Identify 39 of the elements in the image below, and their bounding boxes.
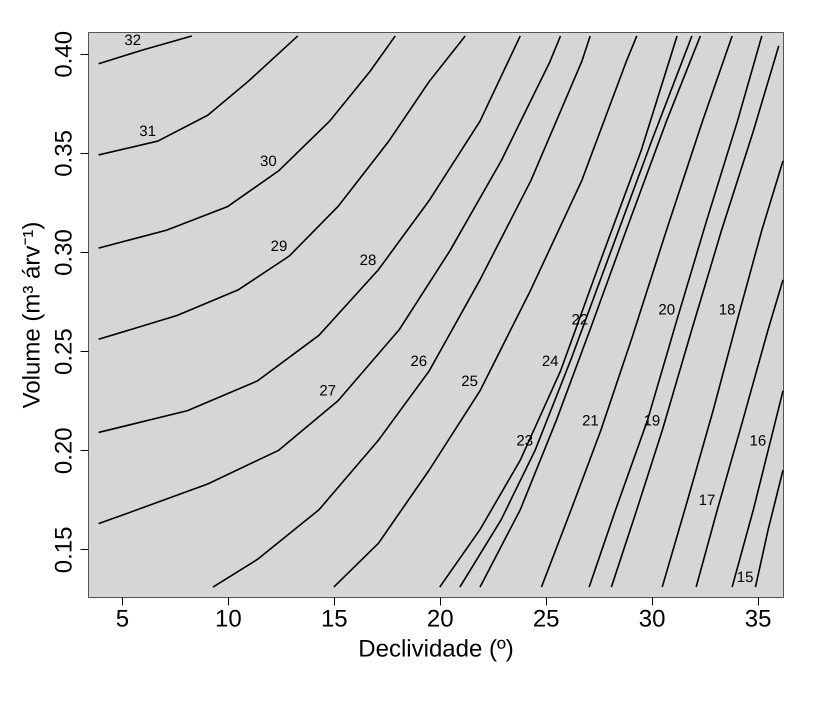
series-label: 32: [124, 32, 142, 49]
y-axis-title: Volume (m³ árv⁻¹): [18, 222, 46, 408]
line-series: [610, 45, 780, 588]
y-tick-label: 0.35: [50, 130, 78, 177]
x-tick-label: 20: [426, 606, 454, 632]
line-series: [731, 390, 784, 588]
series-label: 16: [749, 432, 766, 450]
series-label: 17: [698, 492, 716, 509]
series-label: 15: [736, 569, 754, 586]
x-tick-label: 25: [532, 606, 560, 632]
x-tick-label: 5: [116, 606, 130, 632]
line-series: [98, 35, 522, 434]
line-series: [98, 35, 562, 524]
x-tick-label: 10: [214, 606, 242, 632]
y-tick-label: 0.20: [50, 427, 78, 474]
series-label: 21: [582, 412, 599, 430]
x-axis-title: Declividade (º): [358, 636, 514, 662]
y-tick-label: 0.25: [50, 328, 78, 376]
series-label: 25: [461, 372, 478, 390]
series-label: 24: [542, 353, 559, 370]
x-tick-label: 15: [320, 606, 348, 632]
y-tick-label: 0.30: [50, 229, 78, 276]
x-tick-label: 30: [638, 606, 666, 632]
series-label: 20: [658, 301, 676, 318]
series-label: 28: [360, 252, 376, 269]
series-label: 29: [270, 238, 288, 256]
series-label: 31: [139, 123, 156, 140]
y-tick-label: 0.15: [50, 526, 78, 574]
line-series: [98, 35, 466, 340]
line-series: [98, 35, 299, 156]
y-tick-label: 0.40: [50, 30, 78, 78]
line-series: [540, 35, 733, 588]
series-label: 30: [260, 152, 277, 170]
series-label: 26: [410, 353, 428, 370]
series-label: 18: [718, 301, 736, 318]
series-label: 27: [319, 382, 336, 400]
x-tick-label: 35: [744, 606, 772, 632]
line-series: [661, 160, 784, 588]
line-series: [695, 279, 784, 588]
